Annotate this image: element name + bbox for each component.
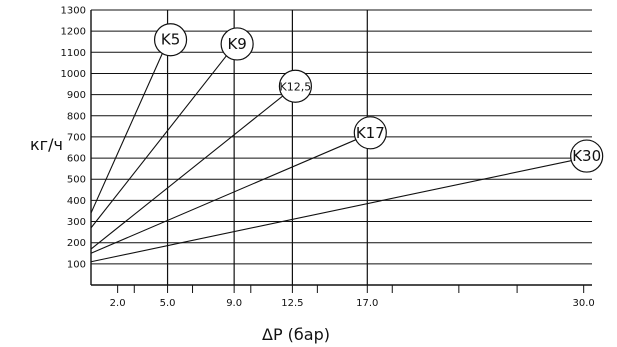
series-line-K17 [90,134,368,254]
y-tick-label: 400 [67,196,86,207]
y-tick-label: 600 [67,154,86,165]
curve-label-circle [570,139,604,173]
y-tick-label: 300 [67,217,86,228]
curve-label-text: K5 [161,31,180,49]
x-axis-label: ΔP (бар) [262,325,330,344]
curve-label-circle [278,69,312,103]
curve-label-text: K17 [356,124,385,142]
series-line-K12,5 [90,87,293,250]
x-tick-label: 30.0 [573,298,595,309]
x-tick-label: 5.0 [160,298,176,309]
y-tick-label: 1000 [61,69,86,80]
series-line-K5 [90,41,169,214]
y-tick-label: 500 [67,175,86,186]
x-tick-label: 12.5 [281,298,303,309]
x-tick-label: 9.0 [226,298,242,309]
curve-label-circle [353,116,387,150]
curve-label-K5: K5 [153,23,188,57]
plot-frame [90,9,592,293]
series-line-K30 [90,157,584,263]
y-tick-label: 1200 [61,27,86,38]
series-lines [90,41,584,263]
x-tick-label: 17.0 [356,298,378,309]
curve-label-K9: K9 [220,27,254,61]
curve-label-circle [220,27,254,61]
y-tick-label: 200 [67,238,86,249]
y-axis-label: кг/ч [30,135,63,154]
y-tick-label: 1100 [61,48,86,59]
curve-labels: K5 K9 K12,5 K17 K30 [153,23,604,173]
curve-label-circle [153,23,188,57]
y-tick-label: 900 [67,90,86,101]
y-tick-label: 100 [67,259,86,270]
y-tick-label: 800 [67,111,86,122]
x-tick-labels: 2.0 5.0 9.0 12.5 17.0 30.0 [110,298,595,309]
series-line-K9 [90,45,235,229]
curve-label-K30: K30 [570,139,604,173]
curve-label-text: K9 [227,35,246,53]
x-tick-label: 2.0 [110,298,126,309]
y-tick-label: 1300 [61,6,86,17]
curve-label-K12,5: K12,5 [278,69,312,103]
curve-label-text: K30 [572,147,601,165]
curve-label-text: K12,5 [280,80,312,93]
y-tick-labels: 100 200 300 400 500 600 700 800 900 1000 1100 1200 1… [61,6,86,271]
curve-label-K17: K17 [353,116,387,150]
y-tick-label: 700 [67,132,86,143]
